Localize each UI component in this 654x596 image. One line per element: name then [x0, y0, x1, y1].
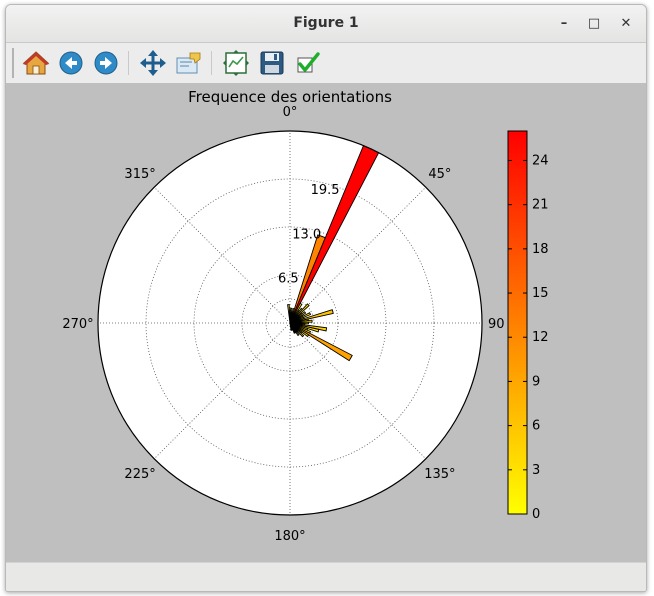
chart-title: Frequence des orientations [188, 88, 392, 106]
home-icon [22, 51, 50, 75]
edit-parameters-button[interactable] [294, 49, 322, 77]
bar-group [287, 145, 380, 362]
figure-window: Figure 1 – □ ✕ [5, 4, 647, 592]
radial-tick-label: 19.5 [311, 183, 340, 198]
toolbar-separator [128, 51, 129, 75]
zoom-button[interactable] [174, 49, 202, 77]
back-button[interactable] [57, 49, 85, 77]
status-bar [6, 562, 646, 591]
polar-bar [289, 319, 313, 324]
angle-tick-label: 225° [124, 467, 155, 482]
radial-tick-labels: 6.5 13.0 19.5 [278, 183, 340, 287]
forward-arrow-icon [94, 51, 118, 75]
colorbar-tick-label: 21 [532, 198, 549, 213]
radial-tick-label: 6.5 [278, 272, 299, 287]
forward-button[interactable] [92, 49, 120, 77]
navigation-toolbar [6, 43, 646, 84]
home-button[interactable] [22, 49, 50, 77]
colorbar-tick-label: 6 [532, 419, 540, 434]
maximize-button[interactable]: □ [587, 16, 601, 31]
window-title: Figure 1 [293, 15, 359, 31]
colorbar-tick-label: 12 [532, 330, 549, 345]
angle-tick-label: 0° [283, 105, 298, 120]
angle-tick-label: 270° [62, 317, 93, 332]
minimize-button[interactable]: – [560, 16, 568, 31]
colorbar-gradient [507, 130, 528, 515]
subplots-button[interactable] [222, 49, 250, 77]
save-button[interactable] [258, 49, 286, 77]
angular-grid-line [289, 322, 427, 460]
figure-canvas[interactable]: Frequence des orientations 6.5 13.0 19.5 0… [6, 83, 646, 562]
subplots-icon [223, 50, 249, 76]
polar-bar [289, 322, 293, 331]
polar-chart: Frequence des orientations 6.5 13.0 19.5 0… [62, 88, 549, 544]
angle-tick-label: 180° [274, 529, 305, 544]
pan-arrows-icon [140, 50, 166, 76]
angle-tick-labels: 0° 45° 90 135° 180° 225° 270° 315° [62, 105, 504, 544]
close-button[interactable]: ✕ [620, 16, 632, 31]
angle-tick-label: 135° [424, 467, 455, 482]
toolbar-handle[interactable] [12, 48, 14, 78]
toolbar-separator [211, 51, 212, 75]
floppy-disk-icon [260, 51, 284, 75]
polar-frame [97, 130, 483, 516]
colorbar-ticks: 0 3 6 9 12 15 18 21 24 [508, 153, 549, 522]
angular-grid-line [153, 186, 291, 324]
colorbar-tick-label: 9 [532, 374, 540, 389]
checkmark-icon [297, 52, 320, 73]
colorbar-tick-label: 15 [532, 286, 549, 301]
angle-tick-label: 90 [488, 317, 505, 332]
back-arrow-icon [59, 51, 83, 75]
angle-tick-label: 315° [124, 167, 155, 182]
colorbar-tick-label: 18 [532, 242, 549, 257]
angular-grid-line [289, 186, 427, 324]
colorbar-tick-label: 0 [532, 507, 540, 522]
title-bar: Figure 1 – □ ✕ [6, 5, 646, 43]
angle-tick-label: 45° [428, 167, 451, 182]
colorbar-tick-label: 24 [532, 153, 549, 168]
polar-bar [289, 309, 334, 324]
polar-grid [98, 131, 482, 515]
pan-button[interactable] [139, 49, 167, 77]
colorbar-tick-label: 3 [532, 463, 540, 478]
radial-tick-label: 13.0 [292, 227, 321, 242]
zoom-rect-icon [176, 52, 201, 74]
angular-grid-line [153, 322, 291, 460]
colorbar: 0 3 6 9 12 15 18 21 24 [507, 130, 549, 522]
